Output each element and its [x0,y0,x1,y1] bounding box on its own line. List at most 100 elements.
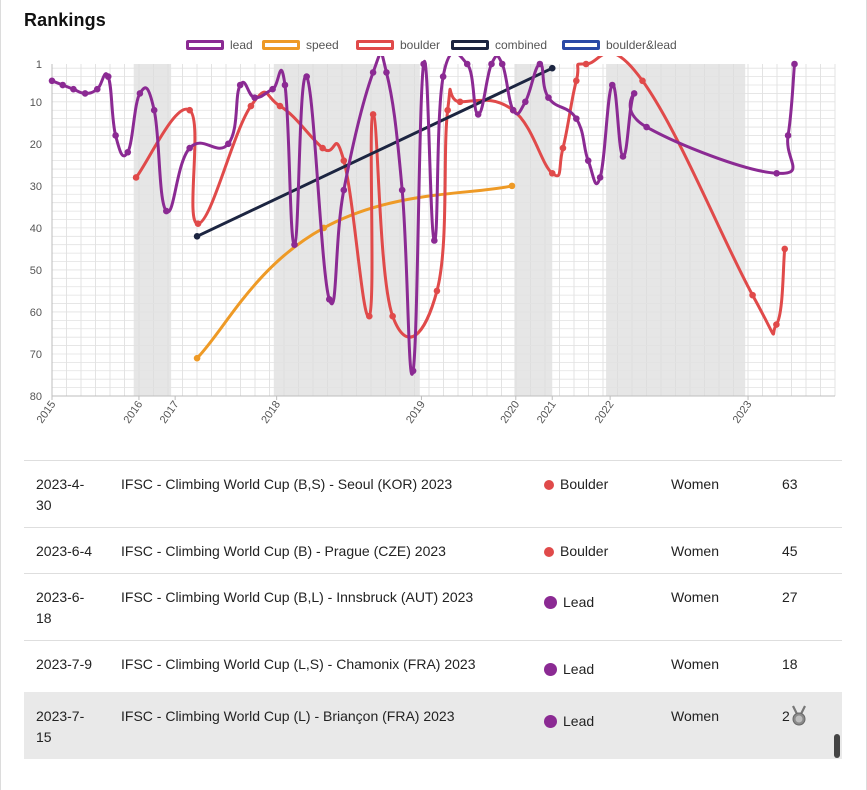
table-row[interactable]: 2023-7-9 IFSC - Climbing World Cup (L,S) … [24,640,842,693]
data-point-boulder [639,77,646,85]
data-point-lead [224,140,232,148]
data-point-lead [303,73,310,80]
chart-legend: lead speed boulder combined boulder&lead [0,38,867,58]
data-point-lead [291,241,298,249]
discipline-label: Boulder [560,543,609,559]
data-point-lead [596,174,604,181]
data-point-combined [548,64,556,72]
table-row[interactable]: 2023-6-4 IFSC - Climbing World Cup (B) - … [24,527,842,574]
row-discipline: Lead [544,659,594,680]
row-rank: 45 [782,543,798,559]
data-point-lead [340,186,348,194]
series-lead [48,56,798,376]
legend-item-lead[interactable]: lead [186,38,253,52]
legend-label: boulder [400,38,441,52]
data-point-boulder [247,102,255,110]
row-event[interactable]: IFSC - Climbing World Cup (B,L) - Innsbr… [121,589,474,605]
data-point-lead [70,85,77,93]
data-point-lead [431,237,438,244]
x-tick-label: 2022 [593,399,617,426]
x-tick-label: 2019 [404,399,428,426]
data-point-lead [498,60,506,68]
data-point-lead [536,60,544,68]
legend-item-speed[interactable]: speed [262,38,339,52]
data-point-lead [488,60,495,68]
data-point-lead [236,81,244,89]
data-point-lead [784,132,792,139]
discipline-label: Lead [563,594,595,610]
row-discipline: Boulder [544,474,608,495]
data-point-lead [608,81,616,89]
row-date: 2023-6-4 [36,543,93,559]
row-rank: 63 [782,476,798,492]
data-point-boulder [456,98,464,106]
frame-left-border [0,0,1,790]
y-tick-label: 20 [30,139,42,151]
data-point-lead [643,123,650,131]
series-line-combined [195,66,554,238]
table-row[interactable]: 2023-4- 30 IFSC - Climbing World Cup (B,S… [24,460,842,528]
series-line-boulder [134,56,787,339]
data-point-lead [163,207,170,215]
y-tick-label: 40 [30,223,42,235]
data-point-lead [104,73,112,80]
data-point-lead [545,94,552,101]
page-title: Rankings [24,10,106,30]
data-point-combined [193,233,201,240]
data-point-lead [474,111,482,118]
row-event[interactable]: IFSC - Climbing World Cup (B) - Prague (… [121,543,446,559]
row-rank: 2 [782,708,790,724]
legend-swatch [262,40,300,50]
data-point-boulder [433,287,441,295]
data-point-lead [48,77,56,85]
row-event[interactable]: IFSC - Climbing World Cup (L,S) - Chamon… [121,656,476,672]
data-point-lead [791,60,798,68]
data-point-boulder [186,106,193,114]
row-event[interactable]: IFSC - Climbing World Cup (B,S) - Seoul … [121,476,453,492]
results-table: 23 2023-4- 30 IFSC - Climbing World Cup (… [24,432,842,762]
legend-swatch [356,40,394,50]
data-point-boulder [276,102,284,110]
discipline-dot-icon [544,546,554,557]
legend-item-boulder[interactable]: boulder [356,38,440,52]
row-category: Women [671,708,719,724]
data-point-lead [584,157,592,164]
legend-label: speed [306,38,339,52]
table-row[interactable]: 2023-6- 18 IFSC - Climbing World Cup (B,L… [24,573,842,641]
legend-item-boulder-lead[interactable]: boulder&lead [562,38,677,52]
row-category: Women [671,656,719,672]
row-event[interactable]: IFSC - Climbing World Cup (L) - Briançon… [121,708,455,724]
legend-item-combined[interactable]: combined [451,38,547,52]
data-point-boulder [194,220,202,227]
data-point-boulder [773,321,780,328]
table-row[interactable]: 2023-7- 15 IFSC - Climbing World Cup (L) … [24,692,842,759]
data-point-boulder [340,157,348,164]
data-point-boulder [389,312,396,320]
data-point-speed [508,182,516,190]
x-tick-label: 2021 [535,399,559,426]
data-point-lead [136,90,144,97]
discipline-label: Lead [563,661,595,677]
legend-label: boulder&lead [606,38,677,52]
data-point-lead [112,132,119,139]
row-category: Women [671,589,719,605]
legend-swatch [562,40,600,50]
discipline-dot-icon [544,663,557,676]
row-date: 2023-6- 18 [36,589,85,626]
legend-label: lead [230,38,253,52]
scrollbar-thumb[interactable] [834,734,840,758]
data-point-lead [409,367,417,375]
data-point-lead [463,60,471,68]
silver-medal-icon [790,705,808,730]
data-point-lead [619,153,627,160]
data-point-boulder [444,106,451,114]
discipline-dot-icon [544,715,557,728]
shaded-period [133,64,172,396]
data-point-lead [509,106,517,114]
row-rank: 27 [782,589,798,605]
data-point-lead [59,81,67,89]
data-point-lead [773,169,780,177]
x-tick-label: 2017 [158,399,182,426]
data-point-lead [81,90,89,97]
